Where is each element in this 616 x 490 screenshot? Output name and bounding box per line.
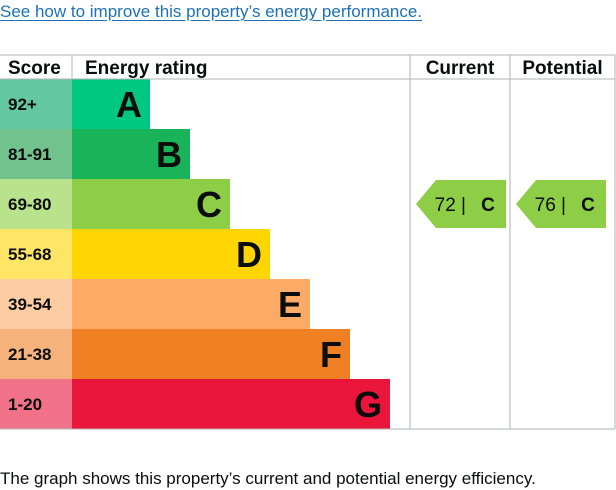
potential-rating-pointer — [516, 180, 606, 228]
score-cell-b — [0, 129, 72, 179]
score-cell-c — [0, 179, 72, 229]
score-range-g: 1-20 — [8, 395, 42, 414]
rating-letter-g: G — [354, 384, 382, 425]
score-cell-f — [0, 329, 72, 379]
potential-rating-value: 76 | — [535, 195, 566, 216]
rating-bar-c — [72, 179, 230, 229]
current-rating-letter: C — [481, 195, 495, 216]
header-energy-rating: Energy rating — [85, 58, 207, 79]
rating-letter-d: D — [236, 234, 262, 275]
rating-bar-g — [72, 379, 390, 429]
score-range-a: 92+ — [8, 95, 37, 114]
score-range-b: 81-91 — [8, 145, 51, 164]
rating-bar-b — [72, 129, 190, 179]
rating-bar-f — [72, 329, 350, 379]
score-range-e: 39-54 — [8, 295, 52, 314]
score-range-f: 21-38 — [8, 345, 51, 364]
score-cell-a — [0, 79, 72, 129]
rating-letter-b: B — [156, 134, 182, 175]
score-cell-g — [0, 379, 72, 429]
rating-bar-d — [72, 229, 270, 279]
score-cell-d — [0, 229, 72, 279]
potential-rating-letter: C — [581, 195, 595, 216]
rating-letter-c: C — [196, 184, 222, 225]
chart-caption: The graph shows this property’s current … — [0, 469, 536, 488]
header-potential: Potential — [522, 58, 602, 79]
score-cell-e — [0, 279, 72, 329]
current-rating-value: 72 | — [435, 195, 466, 216]
score-range-d: 55-68 — [8, 245, 51, 264]
score-range-c: 69-80 — [8, 195, 51, 214]
header-score: Score — [8, 58, 61, 79]
rating-bar-a — [72, 79, 150, 129]
rating-letter-e: E — [278, 284, 302, 325]
rating-letter-a: A — [116, 84, 142, 125]
rating-letter-f: F — [320, 334, 342, 375]
header-current: Current — [426, 58, 495, 79]
current-rating-pointer — [416, 180, 506, 228]
improve-energy-performance-link[interactable]: See how to improve this property’s energ… — [0, 2, 423, 21]
rating-bar-e — [72, 279, 310, 329]
